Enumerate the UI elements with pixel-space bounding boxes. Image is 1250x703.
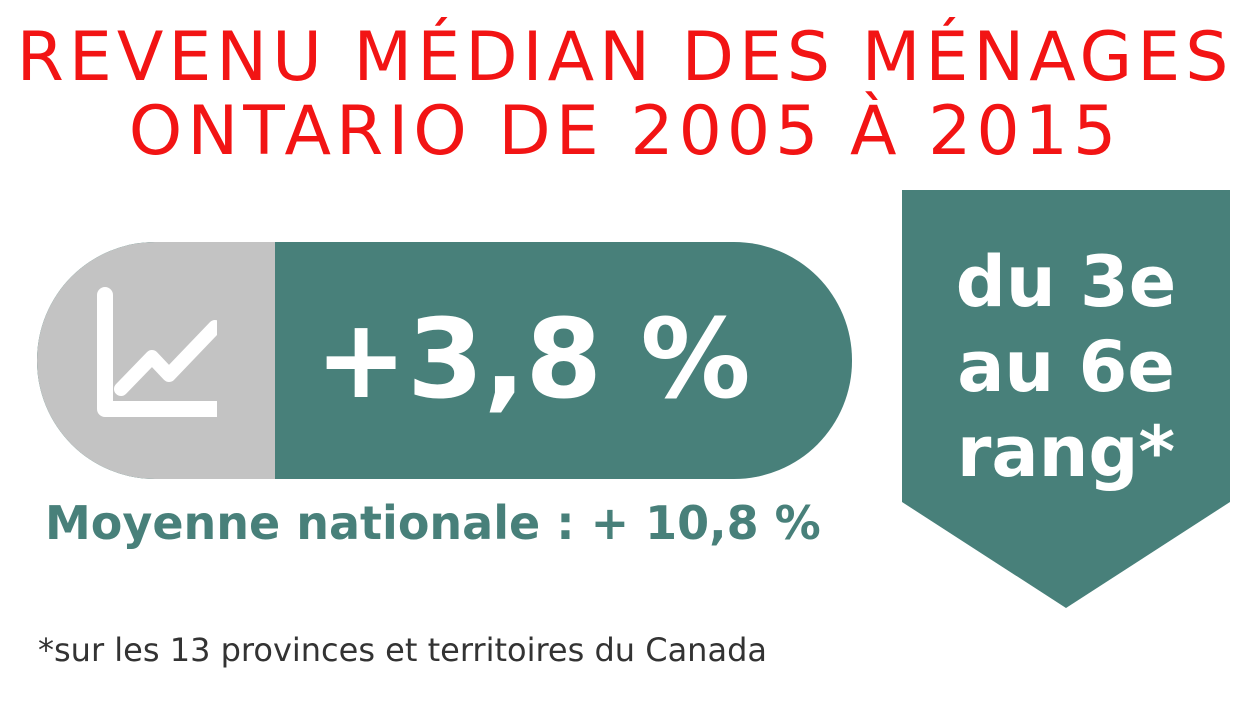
rank-badge: du 3e au 6e rang* — [902, 190, 1230, 608]
badge-line-2: au 6e — [957, 326, 1175, 408]
footnote: *sur les 13 provinces et territoires du … — [38, 631, 767, 669]
badge-shape — [902, 190, 1230, 608]
title-line-1: REVENU MÉDIAN DES MÉNAGES — [16, 18, 1234, 97]
badge-line-3: rang* — [956, 411, 1176, 493]
growth-pill: +3,8 % — [37, 242, 852, 479]
national-average: Moyenne nationale : + 10,8 % — [45, 496, 821, 550]
growth-value: +3,8 % — [315, 295, 751, 423]
line-chart-icon — [97, 287, 217, 417]
badge-text: du 3e au 6e rang* — [902, 240, 1230, 495]
icon-circle — [37, 242, 275, 479]
title-line-2: ONTARIO DE 2005 À 2015 — [128, 92, 1122, 171]
badge-line-1: du 3e — [955, 241, 1177, 323]
